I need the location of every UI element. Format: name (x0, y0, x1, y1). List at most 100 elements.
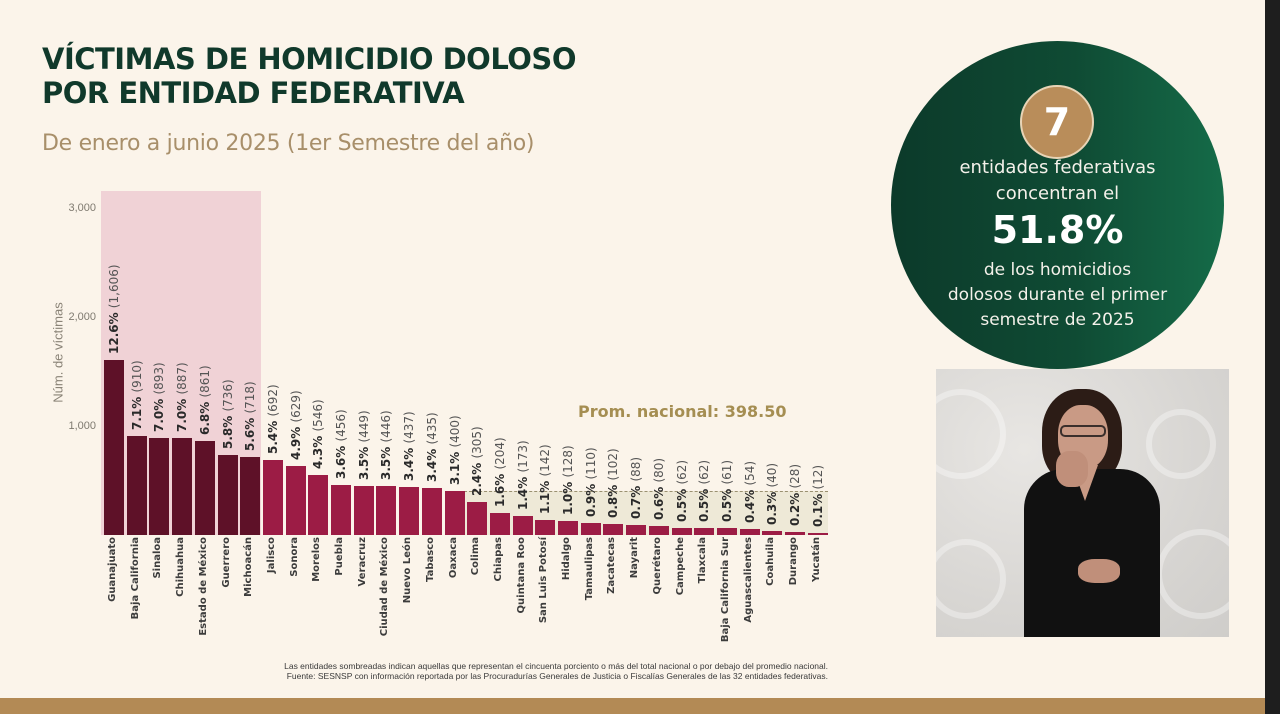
category-label: Sonora (288, 537, 300, 577)
bar-value-label: 7.0% (887) (175, 362, 190, 433)
bar-nayarit (626, 525, 647, 535)
bar-chihuahua (172, 438, 193, 535)
category-label: Morelos (311, 537, 323, 582)
bar-value-label: 3.6% (456) (334, 409, 348, 480)
category-label: Yucatán (810, 537, 822, 582)
bar-zacatecas (603, 523, 624, 535)
bar-value-label: 0.5% (62) (697, 460, 712, 523)
bar-hidalgo (558, 521, 578, 535)
bar-nuevo-león (399, 487, 420, 535)
category-label: Coahuila (765, 537, 777, 586)
bar-value-label: 0.6% (80) (651, 458, 666, 521)
bar-guerrero (217, 454, 238, 535)
bar-jalisco (262, 459, 283, 535)
glasses-icon (1060, 425, 1106, 437)
bar-tlaxcala (694, 528, 715, 535)
bar-oaxaca (444, 491, 465, 535)
bar-value-label: 4.3% (546) (311, 399, 326, 470)
y-tick-2000: 2,000 (68, 311, 96, 323)
category-label: Tabasco (424, 537, 436, 582)
bar-value-label: 0.5% (61) (719, 460, 734, 523)
bar-quintana-roo (512, 516, 533, 535)
bar-sonora (285, 466, 306, 535)
callout-percent: 51.8% (991, 208, 1124, 252)
callout-text-top: entidades federativas concentran el (891, 155, 1224, 207)
bar-value-label: 7.0% (893) (152, 361, 167, 432)
bar-value-label: 3.4% (437) (402, 411, 417, 482)
category-label: Jalisco (265, 537, 277, 574)
category-label: Guanajuato (107, 537, 118, 602)
bar-coahuila (762, 530, 783, 535)
screen-edge (1265, 0, 1280, 714)
bar-value-label: 0.4% (54) (742, 461, 757, 524)
bar-campeche (671, 528, 692, 535)
bar-aguascalientes (739, 529, 760, 535)
category-label: Querétaro (651, 537, 663, 595)
bar-value-label: 1.0% (128) (561, 445, 575, 516)
interpreter-hand (1078, 559, 1120, 583)
bar-value-label: 12.6% (1,606) (107, 264, 121, 354)
category-label: Baja California Sur (719, 537, 731, 643)
category-label: Baja California (129, 537, 141, 620)
bar-value-label: 6.8% (861) (197, 365, 212, 436)
bar-yucatán (807, 533, 828, 535)
bar-value-label: 1.1% (142) (538, 443, 553, 514)
category-label: Campeche (674, 537, 686, 596)
callout-text-bottom: de los homicidios dolosos durante el pri… (891, 258, 1224, 333)
bar-tamaulipas (580, 523, 601, 535)
bar-querétaro (648, 526, 669, 535)
sign-language-interpreter-video (936, 369, 1229, 637)
bar-value-label: 2.4% (305) (470, 426, 485, 496)
bottom-gold-bar (0, 698, 1265, 714)
average-line (464, 491, 828, 492)
bar-ciudad-de-méxico (376, 486, 397, 535)
footnote-shading: Las entidades sombreadas indican aquella… (284, 661, 828, 671)
category-label: Quintana Roo (515, 537, 527, 614)
bar-value-label: 0.5% (62) (674, 460, 689, 523)
bar-value-label: 7.1% (910) (129, 360, 144, 430)
bar-value-label: 0.9% (110) (583, 447, 598, 517)
category-label: Michoacán (243, 537, 255, 597)
category-label: Tlaxcala (697, 537, 709, 584)
bar-value-label: 3.5% (446) (379, 410, 394, 481)
title-line-1: VÍCTIMAS DE HOMICIDIO DOLOSO (42, 42, 576, 76)
bar-durango (785, 531, 805, 535)
category-label: Estado de México (197, 537, 209, 636)
bar-colima (467, 501, 488, 535)
bar-value-label: 5.8% (736) (220, 379, 235, 449)
category-label: Durango (788, 537, 799, 586)
bar-baja-california (126, 435, 147, 535)
callout-line: dolosos durante el primer (947, 285, 1168, 305)
bar-estado-de-méxico (194, 441, 215, 535)
bar-value-label: 1.6% (204) (492, 437, 507, 507)
category-label: Guerrero (220, 537, 232, 588)
callout-line: semestre de 2025 (980, 310, 1135, 330)
category-label: Zacatecas (606, 537, 618, 594)
bar-value-label: 5.6% (718) (243, 380, 258, 451)
bar-michoacán (240, 456, 261, 535)
bar-value-label: 0.2% (28) (788, 463, 802, 526)
background-swirl (936, 389, 1006, 479)
category-label: Chiapas (492, 537, 504, 582)
category-label: Colima (470, 537, 482, 576)
bar-value-label: 3.5% (449) (356, 410, 371, 481)
callout-line: entidades federativas (959, 157, 1156, 178)
category-label: Oaxaca (447, 537, 459, 579)
background-swirl (1146, 409, 1216, 479)
category-label: Nuevo León (402, 537, 414, 604)
title-line-2: POR ENTIDAD FEDERATIVA (42, 76, 465, 110)
bar-chiapas (489, 512, 510, 535)
entity-count-badge: 7 (1020, 85, 1094, 159)
average-label: Prom. nacional: 398.50 (578, 402, 787, 421)
bar-puebla (331, 485, 351, 535)
category-label: Chihuahua (175, 537, 187, 597)
category-label: San Luis Potosí (538, 537, 550, 624)
category-label: Veracruz (356, 537, 368, 587)
bar-sinaloa (149, 437, 170, 535)
background-swirl (936, 539, 1006, 619)
bar-value-label: 4.9% (629) (288, 390, 303, 461)
category-label: Ciudad de México (379, 537, 391, 637)
callout-line: concentran el (995, 183, 1120, 204)
bar-value-label: 0.3% (40) (765, 462, 780, 525)
bar-value-label: 0.7% (88) (629, 457, 644, 520)
